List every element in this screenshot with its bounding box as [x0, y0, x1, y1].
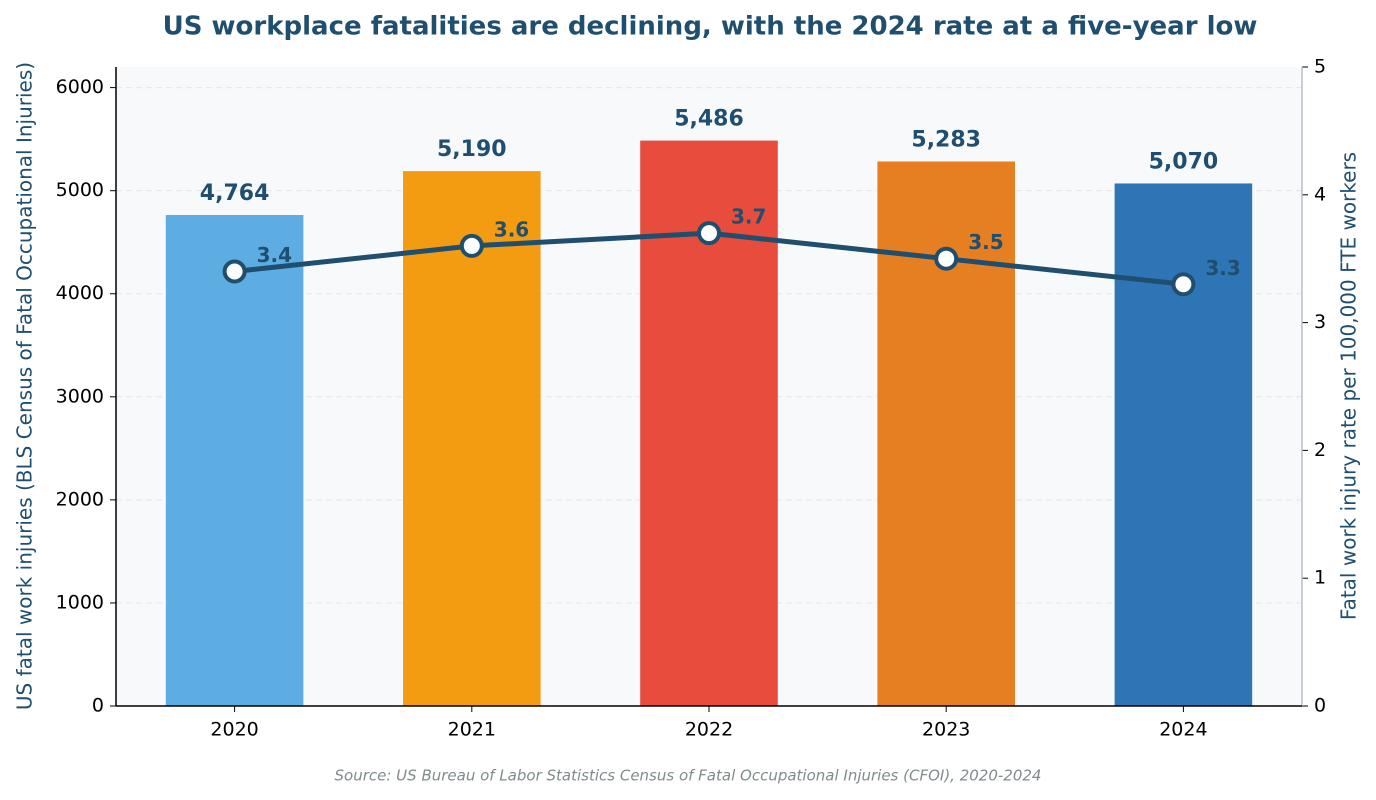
y-axis-label: US fatal work injuries (BLS Census of Fa… [13, 62, 37, 710]
y2-tick-label: 1 [1314, 567, 1326, 589]
bar [403, 171, 541, 706]
bar [165, 215, 304, 706]
y-tick-label: 6000 [56, 76, 104, 98]
y-tick-label: 5000 [56, 179, 104, 201]
rate-value-label: 3.6 [494, 217, 529, 241]
rate-marker [697, 221, 721, 246]
rate-marker [222, 259, 247, 284]
y2-tick-label: 0 [1314, 695, 1326, 717]
rate-value-label: 3.3 [1205, 256, 1240, 280]
bar-value-label: 5,283 [911, 128, 981, 153]
x-tick-label: 2022 [685, 719, 733, 741]
x-tick-label: 2024 [1159, 719, 1207, 741]
y-tick-label: 3000 [56, 385, 104, 407]
chart-title: US workplace fatalities are declining, w… [163, 12, 1258, 42]
source-note: Source: US Bureau of Labor Statistics Ce… [335, 767, 1042, 785]
bar-value-label: 5,190 [437, 137, 507, 162]
bar [1114, 183, 1253, 707]
rate-value-label: 3.4 [257, 243, 292, 267]
x-tick-label: 2020 [210, 719, 258, 741]
rate-value-label: 3.7 [731, 205, 766, 229]
y2-tick-label: 2 [1314, 439, 1326, 461]
y2-tick-label: 5 [1314, 56, 1326, 78]
rate-marker [934, 246, 959, 271]
rate-value-label: 3.5 [968, 230, 1003, 254]
y-tick-label: 0 [92, 695, 104, 717]
bar-value-label: 4,764 [200, 181, 270, 206]
y2-axis-label: Fatal work injury rate per 100,000 FTE w… [1337, 152, 1361, 620]
y-tick-label: 2000 [56, 488, 104, 510]
y2-tick-label: 4 [1314, 183, 1326, 205]
x-tick-label: 2021 [448, 719, 496, 741]
rate-marker [459, 233, 484, 258]
rate-marker [1171, 272, 1196, 297]
x-tick-label: 2023 [922, 719, 970, 741]
bar-value-label: 5,486 [674, 107, 744, 132]
y-tick-label: 4000 [56, 282, 104, 304]
y-tick-label: 1000 [56, 591, 104, 613]
bar-value-label: 5,070 [1149, 149, 1219, 174]
y2-tick-label: 3 [1314, 311, 1326, 333]
